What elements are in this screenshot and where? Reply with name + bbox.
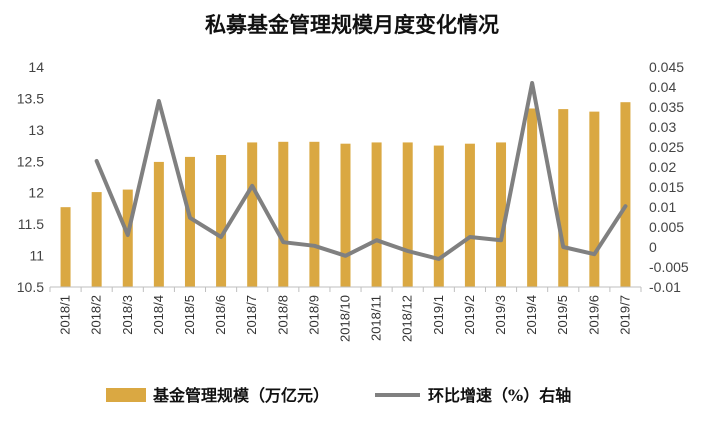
left-axis-ticks: 10.5 11 11.5 12 12.5 13 13.5 14 xyxy=(17,59,44,295)
x-tick-label: 2019/1 xyxy=(431,295,446,335)
x-tick-label: 2018/5 xyxy=(182,295,197,335)
bar xyxy=(60,207,71,287)
axes xyxy=(49,286,642,292)
right-tick-label: 0.01 xyxy=(649,199,676,215)
right-axis-ticks: -0.01 -0.005 0 0.005 0.01 0.015 0.02 0.025 0.03 0… xyxy=(649,59,689,295)
right-tick-label: 0.04 xyxy=(649,79,676,95)
bar xyxy=(496,142,507,287)
right-tick-label: 0 xyxy=(649,239,657,255)
line-point xyxy=(593,253,595,255)
line-point xyxy=(158,100,160,102)
left-tick-label: 11.5 xyxy=(18,216,44,232)
left-tick-label: 14 xyxy=(28,59,44,75)
line-point xyxy=(438,258,440,260)
right-tick-label: 0.045 xyxy=(649,59,684,75)
right-tick-label: -0.005 xyxy=(649,259,689,275)
bar xyxy=(122,189,133,287)
x-tick-label: 2018/11 xyxy=(369,295,384,341)
line-point xyxy=(189,217,191,219)
right-tick-label: 0.025 xyxy=(649,139,684,155)
x-tick-label: 2018/6 xyxy=(213,295,228,335)
left-tick-label: 12.5 xyxy=(17,153,44,169)
line-point xyxy=(96,160,98,162)
legend: 基金管理规模（万亿元） 环比增速（%）右轴 xyxy=(106,386,571,405)
line-point xyxy=(251,185,253,187)
bar xyxy=(278,141,289,287)
x-tick-label: 2018/4 xyxy=(151,295,166,335)
x-tick-label: 2019/5 xyxy=(555,295,570,335)
bar xyxy=(402,142,413,287)
legend-label-line: 环比增速（%）右轴 xyxy=(428,386,571,405)
x-tick-label: 2019/3 xyxy=(493,295,508,335)
bar xyxy=(247,142,258,287)
right-tick-label: 0.03 xyxy=(649,119,676,135)
bar xyxy=(91,192,102,287)
legend-swatch-bar xyxy=(106,388,146,402)
bar xyxy=(216,155,227,287)
bar-series xyxy=(60,102,631,288)
x-tick-label: 2019/2 xyxy=(462,295,477,335)
bar xyxy=(184,156,195,287)
line-point xyxy=(531,82,533,84)
bar xyxy=(464,143,475,287)
x-tick-label: 2018/2 xyxy=(89,295,104,335)
line-point xyxy=(624,205,626,207)
left-tick-label: 11 xyxy=(29,248,44,264)
right-tick-label: 0.005 xyxy=(649,219,684,235)
legend-label-bar: 基金管理规模（万亿元） xyxy=(152,386,329,405)
bar xyxy=(620,102,631,287)
bar xyxy=(558,109,569,287)
bar xyxy=(371,142,382,287)
bar xyxy=(340,143,351,287)
bar xyxy=(433,145,444,287)
line-point xyxy=(562,246,564,248)
line-series xyxy=(94,81,628,261)
line-point xyxy=(313,245,315,247)
bar xyxy=(527,108,538,288)
x-tick-label: 2018/8 xyxy=(275,295,290,335)
right-tick-label: -0.01 xyxy=(649,279,681,295)
x-tick-label: 2018/7 xyxy=(244,295,259,335)
x-axis-ticks: 2018/1 2018/2 2018/3 2018/4 2018/5 2018/6 2018… xyxy=(58,295,633,342)
x-tick-label: 2018/9 xyxy=(306,295,321,335)
line-point xyxy=(282,241,284,243)
right-tick-label: 0.02 xyxy=(649,159,676,175)
left-tick-label: 13.5 xyxy=(17,90,44,106)
x-tick-label: 2018/1 xyxy=(58,295,73,335)
line-point xyxy=(407,250,409,252)
bar xyxy=(153,161,164,287)
x-tick-label: 2018/12 xyxy=(400,295,415,342)
left-tick-label: 12 xyxy=(28,185,44,201)
x-tick-label: 2019/4 xyxy=(524,295,539,335)
x-tick-label: 2018/3 xyxy=(120,295,135,335)
x-tick-label: 2019/7 xyxy=(617,295,632,335)
left-tick-label: 13 xyxy=(28,122,44,138)
line-point xyxy=(127,234,129,236)
line-point xyxy=(469,236,471,238)
left-tick-label: 10.5 xyxy=(17,279,44,295)
line-point xyxy=(376,239,378,241)
line-point xyxy=(500,239,502,241)
line-point xyxy=(345,255,346,257)
growth-line xyxy=(94,81,628,261)
right-tick-label: 0.015 xyxy=(649,179,684,195)
right-tick-label: 0.035 xyxy=(649,99,684,115)
bar xyxy=(589,111,600,287)
bar xyxy=(309,141,320,287)
chart-title: 私募基金管理规模月度变化情况 xyxy=(205,12,499,37)
x-tick-label: 2019/6 xyxy=(586,295,601,335)
x-tick-label: 2018/10 xyxy=(338,295,353,342)
line-point xyxy=(220,236,222,238)
